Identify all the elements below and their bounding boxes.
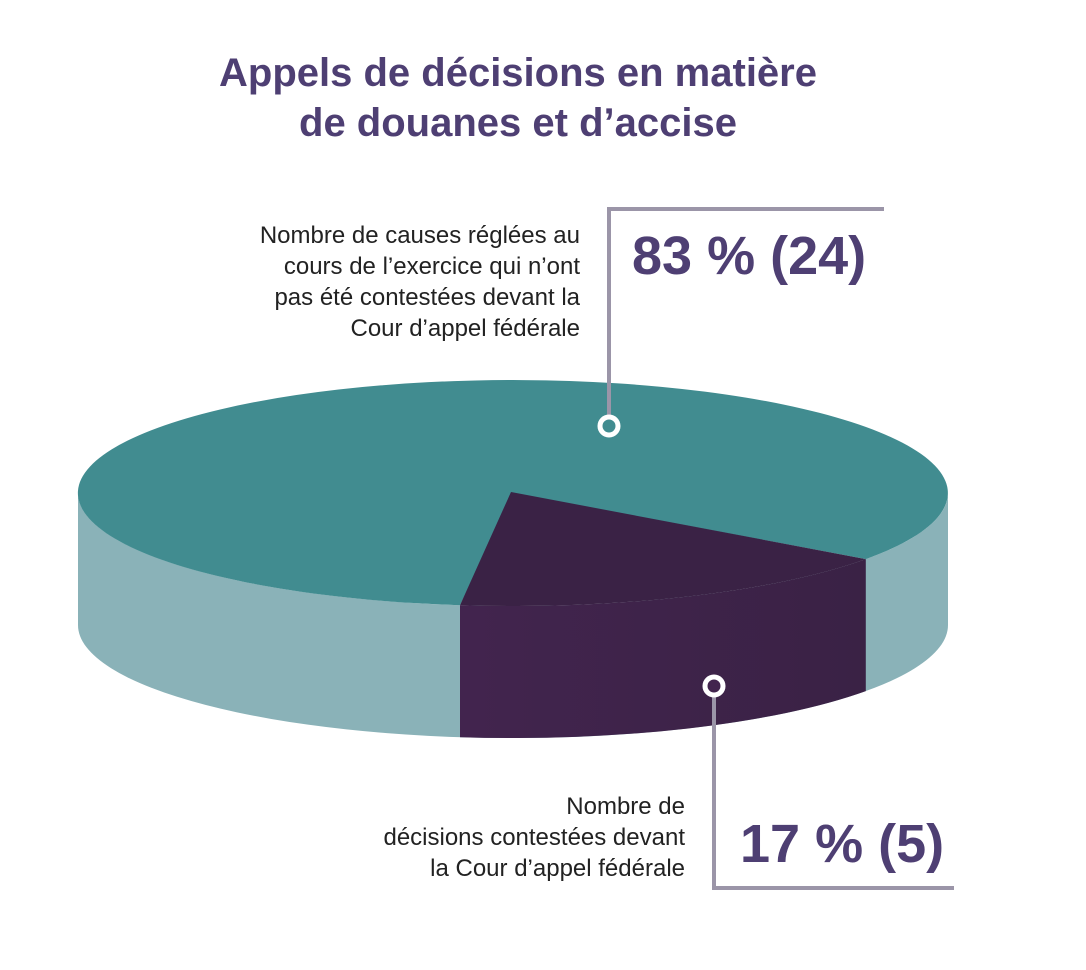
callout-a-line-1: Nombre de causes réglées au bbox=[259, 222, 580, 249]
callout-b-line-2: décisions contestées devant bbox=[383, 824, 685, 851]
chart-title: Appels de décisions en matière de douane… bbox=[0, 48, 1036, 148]
slice-side-contested bbox=[460, 559, 866, 739]
chart-title-line-1: Appels de décisions en matière bbox=[219, 51, 817, 95]
marker-ring-not-contested bbox=[597, 414, 621, 438]
callout-a-line-3: pas été contestées devant la bbox=[274, 284, 580, 311]
chart-title-line-2: de douanes et d’accise bbox=[299, 101, 737, 145]
callout-value-not-contested: 83 % (24) bbox=[632, 226, 867, 286]
callout-a-line-4: Cour d’appel fédérale bbox=[350, 315, 581, 342]
marker-contested bbox=[702, 674, 726, 698]
leader-line-not-contested bbox=[607, 207, 884, 426]
callout-b-line-1: Nombre de bbox=[566, 793, 685, 820]
slice-contested bbox=[460, 492, 866, 607]
callout-a-line-2: cours de l’exercice qui n’ont bbox=[283, 253, 580, 280]
leader-line-contested bbox=[712, 688, 954, 890]
callout-value-contested: 17 % (5) bbox=[740, 814, 945, 874]
callout-description-contested: Nombre de décisions contestées devant la… bbox=[260, 791, 685, 884]
callout-b-line-3: la Cour d’appel fédérale bbox=[430, 855, 685, 882]
callout-description-not-contested: Nombre de causes réglées au cours de l’e… bbox=[150, 220, 580, 344]
